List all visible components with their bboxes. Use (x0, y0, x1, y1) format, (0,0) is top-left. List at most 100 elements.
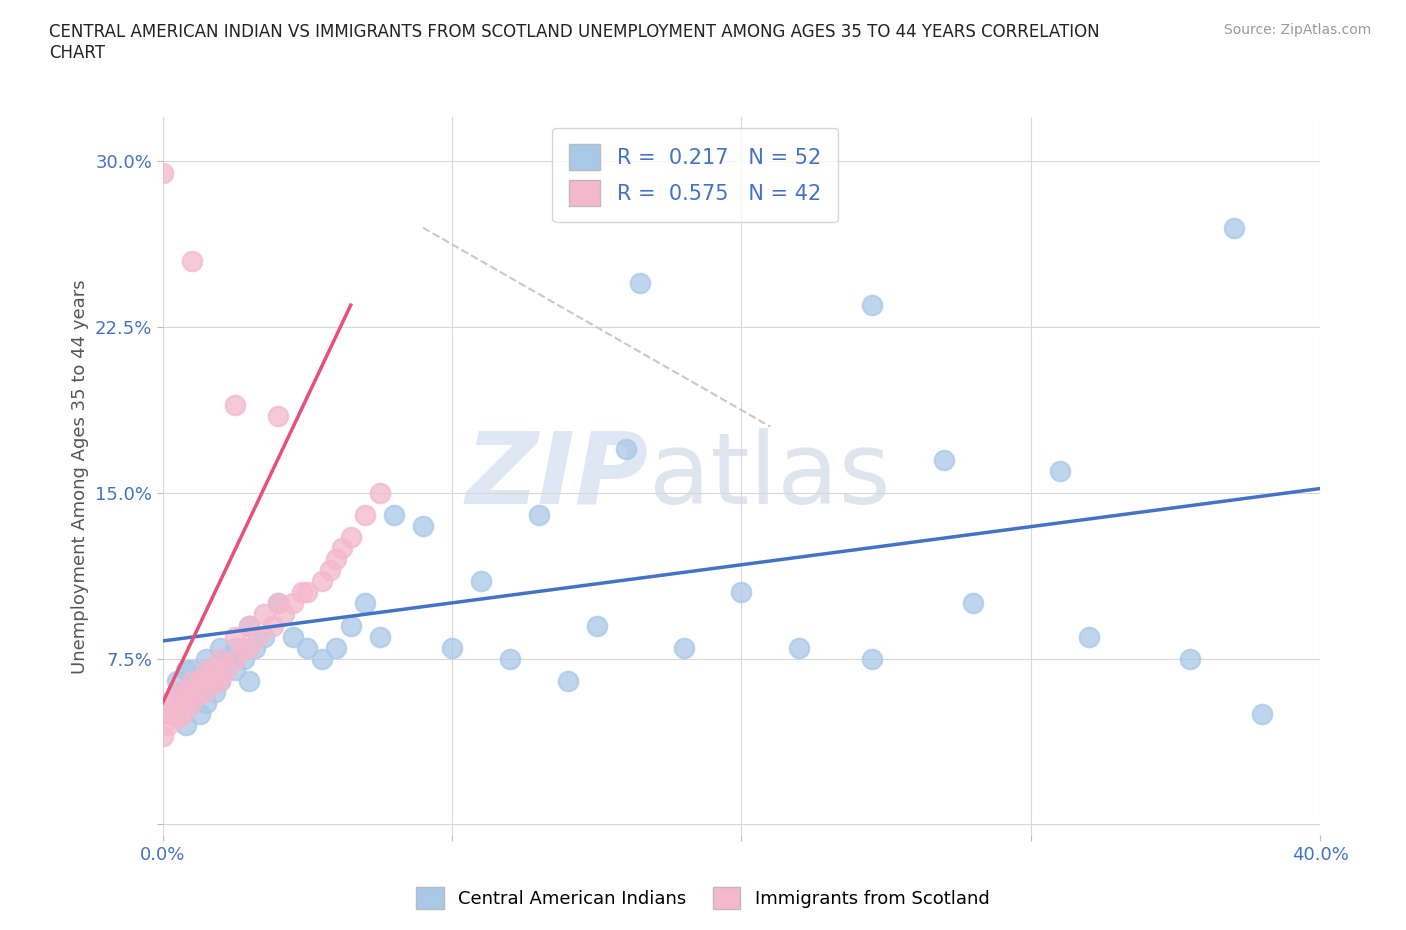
Point (354, 596, 377, 611)
Point (232, 640, 254, 655)
Point (368, 629, 391, 644)
Point (224, 629, 246, 644)
Point (499, 651, 522, 666)
Point (262, 618, 284, 633)
Point (180, 673, 202, 688)
Point (180, 662, 202, 677)
Point (730, 585, 752, 600)
Point (1251, 707, 1274, 722)
Point (267, 408, 290, 423)
Point (188, 673, 211, 688)
Point (339, 530, 361, 545)
Point (325, 640, 347, 655)
Point (238, 618, 260, 633)
Point (195, 651, 218, 666)
Point (1049, 463, 1071, 478)
Point (1178, 651, 1201, 666)
Point (152, 707, 174, 722)
Point (628, 275, 651, 290)
Point (209, 662, 232, 677)
Point (470, 574, 492, 589)
Point (180, 254, 202, 269)
Point (297, 640, 319, 655)
Point (672, 640, 695, 655)
Point (527, 508, 550, 523)
Point (152, 696, 174, 711)
Point (201, 673, 224, 688)
Point (180, 696, 202, 711)
Point (186, 684, 208, 699)
Point (253, 629, 276, 644)
Point (166, 684, 188, 699)
Point (319, 563, 342, 578)
Point (382, 508, 405, 523)
Point (614, 442, 637, 457)
Point (188, 707, 211, 722)
Point (247, 629, 270, 644)
Point (174, 718, 197, 733)
Point (238, 673, 260, 688)
Point (441, 640, 464, 655)
Point (245, 640, 267, 655)
Point (209, 673, 232, 688)
Point (238, 618, 260, 633)
Point (224, 640, 246, 655)
Point (281, 629, 304, 644)
Point (412, 519, 434, 534)
Point (1222, 220, 1244, 235)
Point (368, 485, 391, 500)
Point (186, 684, 208, 699)
Point (238, 640, 260, 655)
Point (195, 696, 218, 711)
Point (174, 662, 197, 677)
Point (195, 662, 218, 677)
Point (215, 662, 238, 677)
Point (330, 540, 353, 555)
Text: Source: ZipAtlas.com: Source: ZipAtlas.com (1223, 23, 1371, 37)
Text: ZIP: ZIP (465, 428, 648, 525)
Point (267, 596, 290, 611)
Point (180, 673, 202, 688)
Point (166, 673, 188, 688)
Point (209, 651, 232, 666)
Legend: R =  0.217   N = 52, R =  0.575   N = 42: R = 0.217 N = 52, R = 0.575 N = 42 (553, 127, 838, 222)
Point (174, 684, 197, 699)
Point (339, 618, 361, 633)
Point (166, 707, 188, 722)
Point (163, 696, 186, 711)
Point (195, 684, 218, 699)
Point (209, 640, 232, 655)
Point (557, 673, 579, 688)
Point (195, 662, 218, 677)
Point (204, 684, 226, 699)
Point (201, 673, 224, 688)
Point (204, 662, 226, 677)
Point (180, 696, 202, 711)
Text: CENTRAL AMERICAN INDIAN VS IMMIGRANTS FROM SCOTLAND UNEMPLOYMENT AMONG AGES 35 T: CENTRAL AMERICAN INDIAN VS IMMIGRANTS FR… (49, 23, 1099, 62)
Point (224, 662, 246, 677)
Point (860, 651, 883, 666)
Point (166, 711, 188, 725)
Point (297, 585, 319, 600)
Point (354, 508, 377, 523)
Point (166, 684, 188, 699)
Point (311, 651, 333, 666)
Point (157, 718, 180, 733)
Point (1077, 629, 1099, 644)
Point (311, 574, 333, 589)
Point (209, 673, 232, 688)
Point (224, 397, 246, 412)
Point (253, 607, 276, 622)
Point (290, 585, 312, 600)
Point (962, 596, 984, 611)
Legend: Central American Indians, Immigrants from Scotland: Central American Indians, Immigrants fro… (409, 880, 997, 916)
Point (932, 452, 955, 467)
Point (281, 596, 304, 611)
Point (273, 607, 295, 622)
Point (152, 728, 174, 743)
Point (585, 618, 607, 633)
Point (174, 696, 197, 711)
Point (789, 640, 811, 655)
Point (860, 298, 883, 312)
Point (325, 551, 347, 566)
